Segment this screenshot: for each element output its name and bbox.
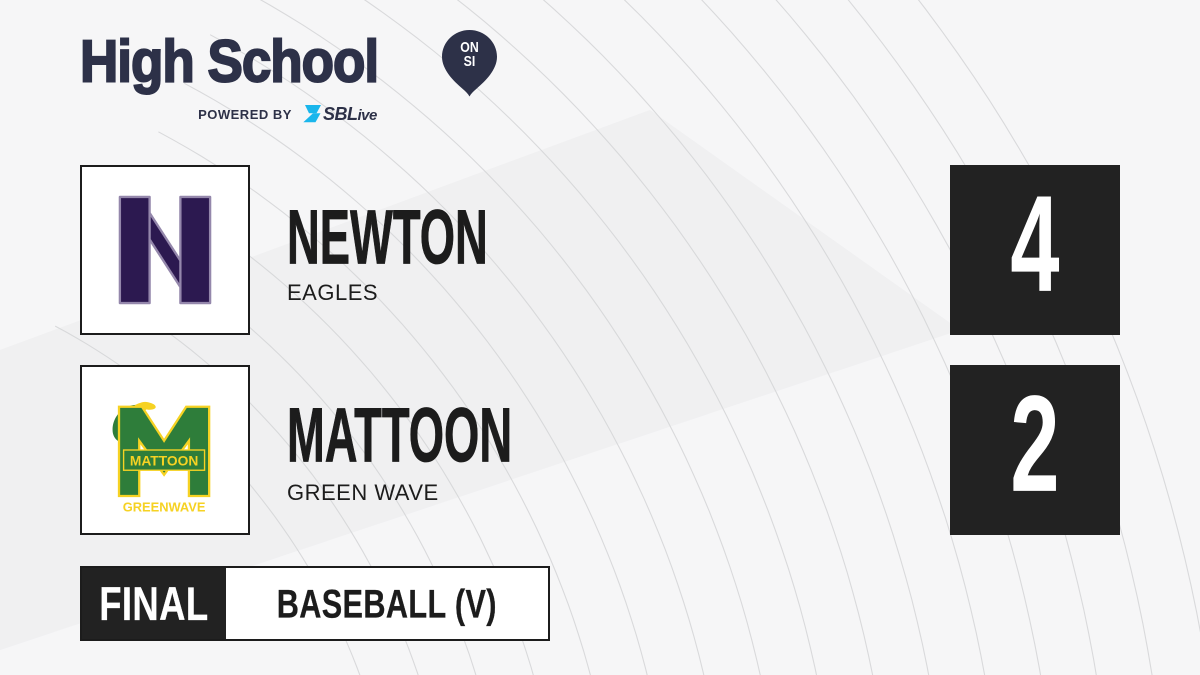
svg-text:SBLive: SBLive [323,104,377,124]
svg-text:MATTOON: MATTOON [130,454,199,469]
svg-text:GREENWAVE: GREENWAVE [123,500,206,515]
